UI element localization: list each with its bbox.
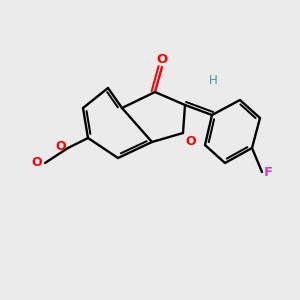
Text: O: O: [32, 157, 42, 169]
Text: F: F: [264, 166, 273, 178]
Text: H: H: [209, 74, 218, 87]
Text: O: O: [156, 53, 168, 66]
Text: O: O: [185, 135, 196, 148]
Text: O: O: [56, 140, 66, 154]
